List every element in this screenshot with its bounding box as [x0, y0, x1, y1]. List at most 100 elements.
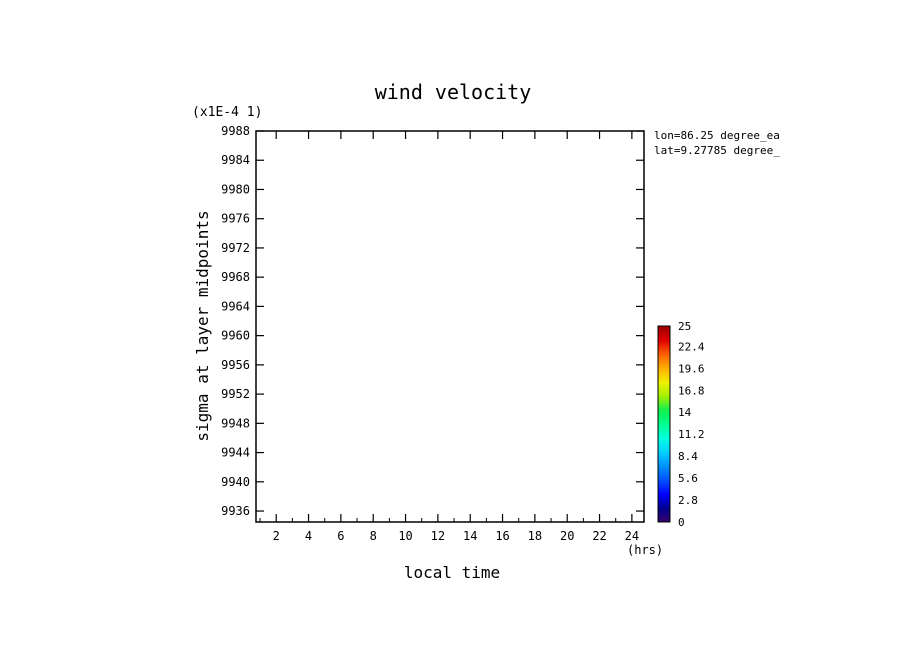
colorbar-swatch	[658, 497, 670, 500]
colorbar-label: 11.2	[678, 428, 705, 441]
x-tick-label: 12	[431, 529, 445, 543]
colorbar-swatch	[658, 508, 670, 511]
colorbar-swatch	[658, 330, 670, 333]
colorbar-swatch	[658, 469, 670, 472]
colorbar-swatch	[658, 515, 670, 518]
colorbar-swatch	[658, 430, 670, 433]
colorbar-swatch	[658, 486, 670, 489]
y-tick-label: 9960	[221, 329, 250, 343]
colorbar-swatch	[658, 451, 670, 454]
colorbar-label: 8.4	[678, 450, 698, 463]
colorbar-swatch	[658, 363, 670, 366]
colorbar-swatch	[658, 350, 670, 353]
colorbar-swatch	[658, 373, 670, 376]
y-tick-label: 9952	[221, 387, 250, 401]
colorbar-swatch	[658, 375, 670, 378]
colorbar-swatch	[658, 404, 670, 407]
x-tick-label: 14	[463, 529, 477, 543]
colorbar-swatch	[658, 453, 670, 456]
x-tick-label: 8	[370, 529, 377, 543]
colorbar-swatch	[658, 407, 670, 410]
colorbar-swatch	[658, 482, 670, 485]
colorbar-swatch	[658, 352, 670, 355]
colorbar-swatch	[658, 371, 670, 374]
y-tick-label: 9988	[221, 124, 250, 138]
colorbar-swatch	[658, 461, 670, 464]
colorbar-swatch	[658, 510, 670, 513]
colorbar-frame	[657, 325, 671, 523]
colorbar-swatch	[658, 392, 670, 395]
colorbar-swatch	[658, 419, 670, 422]
colorbar-swatch	[658, 384, 670, 387]
x-axis: 2 4 6 8 10 12 14 16 18 20 22 24	[259, 131, 639, 543]
colorbar-swatch	[658, 473, 670, 476]
x-tick-label: 16	[495, 529, 509, 543]
colorbar-swatch	[658, 487, 670, 490]
y-tick-label: 9940	[221, 475, 250, 489]
colorbar-swatch	[658, 517, 670, 520]
x-tick-label: 2	[273, 529, 280, 543]
colorbar-swatch	[658, 376, 670, 379]
colorbar-swatch	[658, 368, 670, 371]
colorbar-label: 5.6	[678, 472, 698, 485]
colorbar-swatch	[658, 427, 670, 430]
y-tick-label: 9936	[221, 504, 250, 518]
y-tick-label: 9980	[221, 182, 250, 196]
colorbar-swatch	[658, 329, 670, 332]
colorbar-swatch	[658, 466, 670, 469]
y-tick-label: 9956	[221, 358, 250, 372]
colorbar-swatch	[658, 471, 670, 474]
colorbar-label: 14	[678, 406, 692, 419]
colorbar-swatch	[658, 353, 670, 356]
colorbar-swatch	[658, 355, 670, 358]
y-tick-label: 9964	[221, 299, 250, 313]
colorbar-swatch	[658, 505, 670, 508]
x-tick-label: 24	[625, 529, 639, 543]
y-axis: 9936 9940 9944 9948 9952 9956 9960 9964 9968 9972…	[221, 124, 644, 518]
colorbar-swatch	[658, 433, 670, 436]
colorbar-swatch	[658, 357, 670, 360]
annotation-lon: lon=86.25 degree_ea	[654, 129, 780, 142]
colorbar-swatch	[658, 409, 670, 412]
plot-frame	[255, 130, 645, 523]
colorbar-swatch	[658, 513, 670, 516]
colorbar-swatch	[658, 335, 670, 338]
colorbar-swatch	[658, 507, 670, 510]
colorbar-swatch	[658, 425, 670, 428]
colorbar-swatch	[658, 446, 670, 449]
x-axis-units: (hrs)	[627, 543, 663, 557]
colorbar-swatch	[658, 410, 670, 413]
colorbar-swatch	[658, 365, 670, 368]
colorbar-swatch	[658, 348, 670, 351]
colorbar-swatch	[658, 441, 670, 444]
y-axis-label: sigma at layer midpoints	[193, 210, 212, 441]
colorbar-label: 16.8	[678, 384, 705, 397]
colorbar-swatch	[658, 391, 670, 394]
colorbar-swatch	[658, 468, 670, 471]
colorbar-swatch	[658, 347, 670, 350]
colorbar-swatch	[658, 339, 670, 342]
colorbar-swatch	[658, 428, 670, 431]
x-tick-label: 22	[592, 529, 606, 543]
colorbar-swatch	[658, 340, 670, 343]
colorbar-swatch	[658, 445, 670, 448]
y-tick-label: 9976	[221, 212, 250, 226]
colorbar-swatch	[658, 414, 670, 417]
colorbar-swatch	[658, 396, 670, 399]
colorbar-swatch	[658, 420, 670, 423]
colorbar-swatch	[658, 474, 670, 477]
colorbar-swatch	[658, 492, 670, 495]
colorbar-swatch	[658, 381, 670, 384]
colorbar-swatch	[658, 455, 670, 458]
colorbar-swatch	[658, 464, 670, 467]
colorbar-swatch	[658, 332, 670, 335]
colorbar-swatch	[658, 378, 670, 381]
colorbar-swatch	[658, 342, 670, 345]
colorbar-swatch	[658, 459, 670, 462]
colorbar-swatch	[658, 495, 670, 498]
colorbar-swatch	[658, 417, 670, 420]
y-tick-label: 9948	[221, 416, 250, 430]
colorbar-swatch	[658, 394, 670, 397]
colorbar-swatch	[658, 440, 670, 443]
colorbar-swatch	[658, 479, 670, 482]
